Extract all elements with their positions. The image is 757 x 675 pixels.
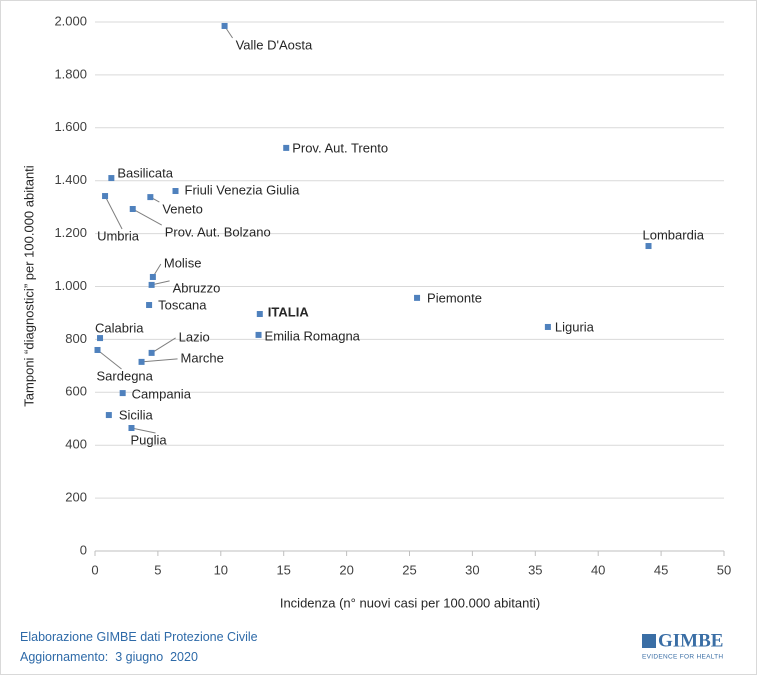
point bbox=[544, 323, 551, 330]
point bbox=[102, 193, 109, 200]
logo: GIMBE EVIDENCE FOR HEALTH bbox=[642, 630, 723, 661]
x-tick-label: 40 bbox=[591, 562, 605, 577]
point-label: Sardegna bbox=[97, 368, 154, 383]
y-tick-label: 400 bbox=[65, 437, 87, 452]
x-tick-label: 5 bbox=[154, 562, 161, 577]
y-tick-label: 2.000 bbox=[54, 13, 87, 28]
point-label: Molise bbox=[164, 255, 202, 270]
leader-line bbox=[97, 349, 122, 370]
point bbox=[148, 349, 155, 356]
point bbox=[94, 346, 101, 353]
logo-icon bbox=[642, 634, 656, 648]
leader-line bbox=[132, 208, 162, 226]
point-label: Marche bbox=[181, 350, 224, 365]
point bbox=[255, 331, 262, 338]
y-tick-label: 1.000 bbox=[54, 278, 87, 293]
point-label: Liguria bbox=[555, 319, 595, 334]
x-tick-label: 35 bbox=[528, 562, 542, 577]
point bbox=[129, 206, 136, 213]
point bbox=[256, 311, 263, 318]
footer-source: Elaborazione GIMBE dati Protezione Civil… bbox=[20, 630, 258, 644]
x-tick-label: 10 bbox=[214, 562, 228, 577]
y-tick-label: 200 bbox=[65, 490, 87, 505]
point-label: Puglia bbox=[130, 432, 167, 447]
point-label: Campania bbox=[132, 387, 192, 402]
point bbox=[148, 281, 155, 288]
point-label: Basilicata bbox=[117, 165, 173, 180]
point-label: Prov. Aut. Bolzano bbox=[165, 224, 271, 239]
point-label: Veneto bbox=[162, 202, 203, 217]
point-label: Abruzzo bbox=[173, 280, 221, 295]
y-tick-label: 1.800 bbox=[54, 66, 87, 81]
point-label: Calabria bbox=[95, 321, 144, 336]
point-label: Toscana bbox=[158, 297, 207, 312]
point-label: Emilia Romagna bbox=[265, 328, 361, 343]
x-tick-label: 15 bbox=[276, 562, 290, 577]
point bbox=[147, 194, 154, 201]
leader-line bbox=[141, 358, 178, 363]
point bbox=[172, 188, 179, 195]
x-axis-label: Incidenza (n° nuovi casi per 100.000 abi… bbox=[280, 595, 540, 610]
x-tick-label: 30 bbox=[465, 562, 479, 577]
point bbox=[149, 273, 156, 280]
point-label: Sicilia bbox=[119, 407, 154, 422]
point bbox=[108, 175, 115, 182]
point bbox=[128, 425, 135, 432]
y-tick-label: 1.600 bbox=[54, 119, 87, 134]
point bbox=[97, 335, 104, 342]
point-label: Lombardia bbox=[643, 227, 705, 242]
point bbox=[146, 302, 153, 309]
x-tick-label: 25 bbox=[402, 562, 416, 577]
point bbox=[414, 294, 421, 301]
x-tick-label: 50 bbox=[717, 562, 731, 577]
point bbox=[105, 412, 112, 419]
y-tick-label: 0 bbox=[80, 542, 87, 557]
point-label: Friuli Venezia Giulia bbox=[185, 182, 301, 197]
point bbox=[221, 22, 228, 29]
x-tick-label: 20 bbox=[339, 562, 353, 577]
point-label: Umbria bbox=[97, 228, 140, 243]
y-tick-label: 1.400 bbox=[54, 172, 87, 187]
y-tick-label: 600 bbox=[65, 384, 87, 399]
leader-line bbox=[151, 337, 176, 354]
point bbox=[645, 243, 652, 250]
leader-line bbox=[131, 427, 156, 434]
y-axis-label: Tamponi “diagnostici” per 100.000 abitan… bbox=[21, 165, 36, 406]
y-tick-label: 1.200 bbox=[54, 225, 87, 240]
point bbox=[138, 358, 145, 365]
x-tick-label: 0 bbox=[91, 562, 98, 577]
y-tick-label: 800 bbox=[65, 331, 87, 346]
point-label: Valle D'Aosta bbox=[236, 37, 313, 52]
logo-name: GIMBE bbox=[658, 630, 723, 651]
point-label: Lazio bbox=[179, 329, 210, 344]
point bbox=[119, 390, 126, 397]
x-tick-label: 45 bbox=[654, 562, 668, 577]
footer-update: Aggiornamento: 3 giugno 2020 bbox=[20, 650, 198, 664]
logo-tagline: EVIDENCE FOR HEALTH bbox=[642, 654, 723, 661]
point-label: ITALIA bbox=[268, 304, 310, 319]
point bbox=[283, 144, 290, 151]
point-label: Prov. Aut. Trento bbox=[292, 140, 388, 155]
leader-line bbox=[104, 195, 123, 230]
point-label: Piemonte bbox=[427, 290, 482, 305]
